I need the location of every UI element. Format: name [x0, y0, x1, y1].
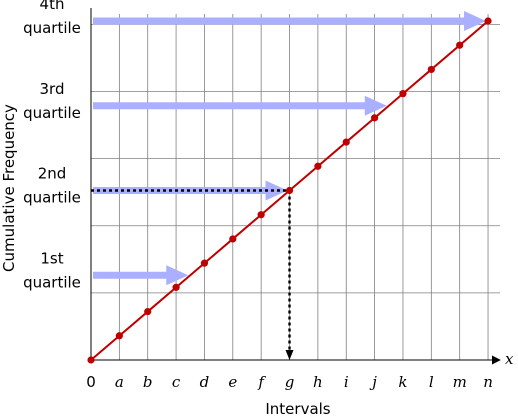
x-tick-label-m: m: [453, 373, 467, 391]
x-tick-label-c: c: [172, 373, 181, 391]
x-tick-label-l: l: [429, 373, 434, 391]
data-point-i: [342, 138, 350, 146]
quartile-arrow-head: [166, 265, 189, 286]
quartile-arrow-head: [364, 95, 387, 116]
data-point-c: [172, 283, 180, 291]
quartile-arrow-head: [265, 180, 288, 201]
quartile-arrow-head: [464, 11, 487, 31]
x-axis-title: Intervals: [265, 400, 330, 418]
data-point-g: [285, 186, 294, 195]
quartile-label-line2: quartile: [23, 189, 81, 207]
x-tick-label-i: i: [344, 373, 349, 391]
quartile-label-line2: quartile: [23, 19, 81, 37]
quartile-label-line1: 1st: [40, 249, 63, 267]
x-tick-label-k: k: [398, 373, 407, 391]
data-point-b: [144, 307, 152, 316]
data-point-f: [257, 211, 265, 219]
x-tick-label-n: n: [483, 373, 493, 391]
x-axis-symbol: x: [505, 350, 514, 368]
quartile-label-line1: 4th: [40, 0, 65, 13]
labels: 1st quartile 2nd quartile 3rd quartile 4th quar…: [23, 0, 493, 391]
quartile-arrows: [91, 11, 487, 360]
data-point-m: [456, 41, 464, 49]
quartile-label-line1: 3rd: [40, 80, 65, 98]
x-tick-label-0: 0: [86, 373, 96, 391]
data-point-h: [314, 162, 322, 170]
x-tick-label-a: a: [115, 373, 124, 391]
x-tick-label-d: d: [200, 373, 210, 391]
quartile-label-line2: quartile: [23, 273, 81, 291]
x-tick-label-f: f: [257, 373, 266, 391]
axes: [90, 8, 501, 365]
x-tick-label-j: j: [369, 373, 377, 391]
quartile-label-line2: quartile: [23, 104, 81, 122]
x-tick-label-b: b: [143, 373, 153, 391]
data-point-n: [484, 17, 492, 25]
x-tick-label-g: g: [285, 373, 295, 391]
data-point-a: [115, 332, 123, 340]
data-point-j: [371, 114, 379, 122]
y-axis-title: Cumulative Frequency: [0, 104, 18, 272]
data-point-l: [427, 65, 435, 74]
data-point-d: [200, 259, 209, 267]
data-point-e: [229, 235, 237, 243]
data-point-0: [87, 356, 95, 364]
data-point-k: [399, 90, 407, 98]
x-tick-label-e: e: [228, 373, 237, 391]
quartile-label-line1: 2nd: [38, 165, 67, 183]
median-arrow-head: [285, 350, 294, 360]
cumulative-line: [87, 17, 492, 364]
x-tick-label-h: h: [313, 373, 323, 391]
